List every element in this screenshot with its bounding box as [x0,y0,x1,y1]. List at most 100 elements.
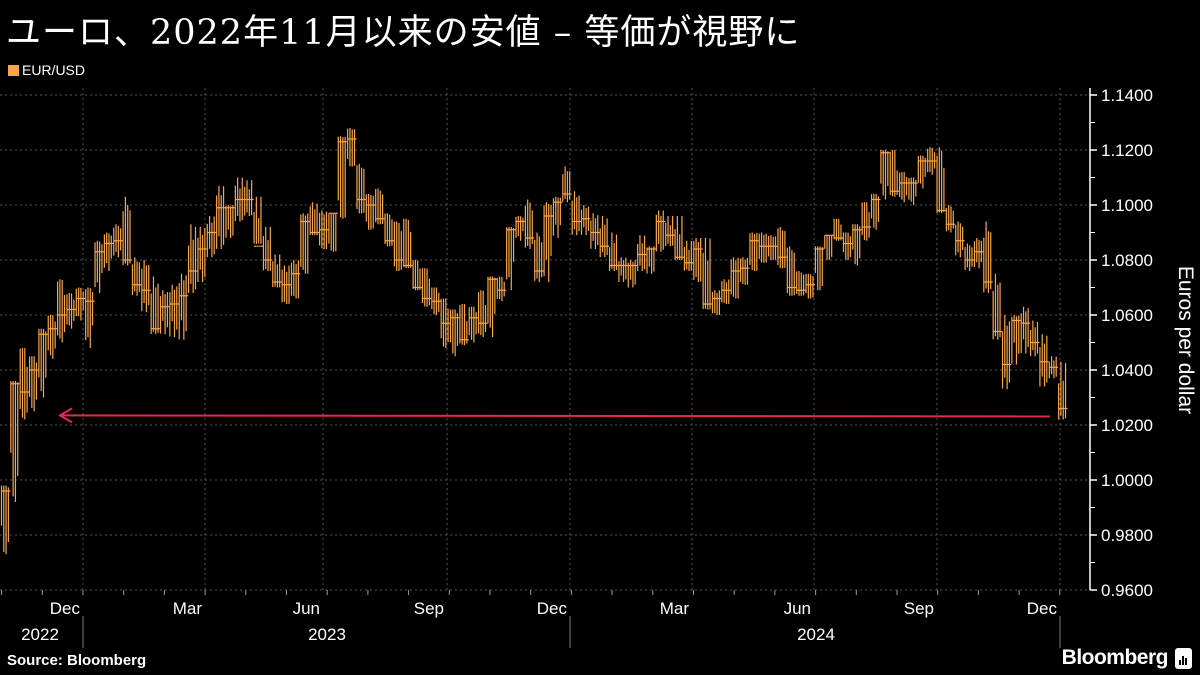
ohlc-bar [94,240,104,293]
ohlc-bar [777,227,787,269]
ohlc-bar [1011,315,1021,365]
ohlc-bar [599,216,610,258]
x-axis: Dec Mar Jun Sep Dec Mar Jun Sep Dec 2022 2023 2024 [1,590,1061,648]
ohlc-bar [347,128,357,167]
y-tick-label: 1.1000 [1101,196,1153,215]
ohlc-bar [796,271,806,296]
x-tick-label: Mar [173,599,203,618]
ohlc-bar [234,177,245,222]
y-tick-label: 1.0600 [1101,306,1153,325]
ohlc-bar [206,216,217,258]
ohlc-bar [608,232,619,271]
ohlc-bar [318,210,329,249]
ohlc-bar [10,381,20,502]
ohlc-bar [262,227,273,271]
ohlc-bar [141,260,151,313]
ohlc-bar [440,298,451,348]
legend: EUR/USD [8,62,85,78]
ohlc-bar [253,196,263,247]
ohlc-bar [412,260,423,291]
ohlc-bar [711,290,722,315]
y-tick-label: 1.0200 [1101,416,1153,435]
ohlc-bar [47,315,58,359]
ohlc-bar [983,221,993,293]
ohlc-bar [768,235,778,260]
bloomberg-logo: Bloomberg [1061,646,1169,669]
ohlc-bar [515,216,525,241]
ohlc-bar [328,212,338,252]
ohlc-bar [562,166,572,203]
ohlc-bar [889,150,900,197]
ohlc-bar [337,136,348,219]
ohlc-bar [927,147,937,175]
y-tick-label: 0.9800 [1101,526,1153,545]
ohlc-bar [197,227,207,282]
ohlc-bar [627,260,638,288]
ohlc-bar [281,265,292,304]
ohlc-bar [880,150,890,200]
ohlc-bar [113,224,123,258]
x-tick-label: Sep [904,599,934,618]
ohlc-bar [992,273,1003,340]
ohlc-bar [300,213,310,274]
y-tick-label: 1.0400 [1101,361,1153,380]
ohlc-bar [66,293,76,329]
ohlc-bar [721,279,731,304]
x-year-label: 2023 [308,625,346,644]
ohlc-bar [646,246,656,274]
ohlc-bar [814,246,825,291]
ohlc-bar [131,257,142,296]
ohlc-bar [19,348,30,420]
ohlc-bar [543,202,553,282]
x-year-label: 2024 [797,625,835,644]
ohlc-bar [0,485,11,555]
ohlc-bar [534,232,544,282]
ohlc-bar [122,196,132,266]
ohlc-bar [637,235,647,271]
ohlc-bar [1020,306,1031,354]
ohlc-bar [842,232,853,260]
ohlc-bar [459,304,469,346]
ohlc-bar [936,147,946,214]
ohlc-bar [150,276,161,335]
ohlc-bar [187,224,198,293]
ohlc-bar [38,328,48,398]
ohlc-bar [487,276,497,337]
x-tick-label: Jun [293,599,320,618]
ohlc-bar [159,290,170,335]
ohlc-bar [1039,334,1049,387]
ohlc-bar [496,276,507,302]
reference-line [58,407,1051,424]
y-tick-label: 1.1400 [1101,86,1153,105]
ohlc-bar [272,254,282,288]
ohlc-bar [216,185,226,249]
ohlc-bar [103,232,114,271]
ohlc-bar [290,260,301,299]
legend-label: EUR/USD [22,62,86,78]
x-tick-label: Mar [660,599,690,618]
ohlc-bar [908,177,918,205]
ohlc-bar [945,205,956,233]
ohlc-bar [384,213,394,247]
ohlc-bar [375,188,385,225]
ohlc-bar [449,309,460,357]
ohlc-bar [899,172,909,203]
ohlc-bar [431,287,441,315]
ohlc-bar [861,202,872,241]
ohlc-bar [75,287,86,321]
source-note: Source: Bloomberg [7,652,147,669]
y-tick-label: 1.1200 [1101,141,1153,160]
ohlc-bar [57,279,67,343]
ohlc-bar [28,356,39,412]
y-tick-label: 0.9600 [1101,581,1153,600]
ohlc-bar [421,268,432,307]
ohlc-bar [693,238,703,282]
ohlc-bar [964,243,974,271]
ohlc-bar [365,194,376,230]
ohlc-bar [225,205,235,238]
ohlc-bar [478,290,488,337]
ohlc-bar [309,202,320,236]
ohlc-bar [786,246,797,296]
x-tick-label: Dec [1027,599,1058,618]
bloomberg-chart-icon [1175,648,1192,669]
